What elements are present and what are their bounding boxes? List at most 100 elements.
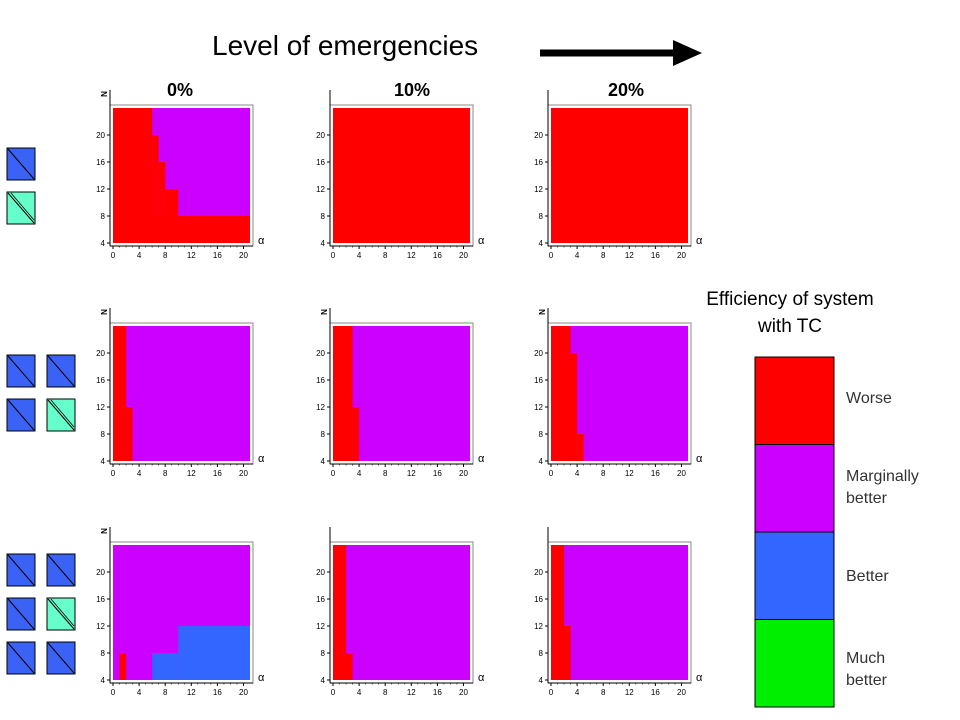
y-tick-label: 4	[101, 239, 106, 248]
agent-diagonal	[47, 554, 75, 586]
heatmap-background-1	[333, 108, 470, 243]
y-tick-label: 4	[101, 457, 106, 466]
x-axis-label: α	[478, 235, 485, 247]
x-tick-label: 4	[357, 469, 362, 478]
y-axis-label: N	[100, 91, 109, 97]
x-tick-label: 8	[163, 688, 168, 697]
x-axis-label: α	[478, 453, 485, 465]
x-tick-label: 12	[625, 688, 634, 697]
y-tick-label: 16	[316, 595, 325, 604]
x-tick-label: 0	[111, 251, 116, 260]
x-tick-label: 16	[433, 251, 442, 260]
agent-diagonal	[7, 554, 35, 586]
y-tick-label: 16	[534, 376, 543, 385]
legend-label-much-text-1: Much	[846, 650, 886, 667]
heatmap-background-3	[113, 326, 250, 461]
heatmap-region-0-2	[158, 162, 166, 216]
agent-diagonal	[7, 642, 35, 674]
x-tick-label: 4	[357, 251, 362, 260]
x-axis-label: α	[696, 235, 703, 247]
agent-diagonal-inner	[10, 192, 35, 221]
y-tick-label: 12	[96, 403, 105, 412]
heatmap-region-0-0	[113, 108, 153, 216]
heatmap-region-5-1	[570, 353, 578, 461]
arrow-right-icon	[540, 40, 702, 66]
y-tick-label: 12	[316, 185, 325, 194]
x-tick-label: 16	[651, 688, 660, 697]
x-tick-label: 12	[407, 469, 416, 478]
y-tick-label: 20	[316, 131, 325, 140]
heatmap-background-7	[333, 545, 470, 680]
legend-label-better-text: Better	[846, 568, 889, 585]
heatmap-region-4-1	[352, 407, 360, 461]
column-label-20: 20%	[607, 80, 645, 100]
legend-title-line2: with TC	[757, 316, 823, 337]
x-tick-label: 16	[213, 688, 222, 697]
x-axis-label: α	[258, 235, 265, 247]
y-tick-label: 12	[534, 622, 543, 631]
agent-diagonal	[7, 598, 35, 630]
x-tick-label: 12	[187, 251, 196, 260]
agent-diagonal	[7, 148, 35, 180]
legend-label-much-better: Much better	[846, 648, 887, 692]
heatmap-background-8	[551, 545, 688, 680]
agent-diagonal-inner	[50, 598, 75, 627]
y-tick-label: 20	[534, 349, 543, 358]
legend-label-worse-text: Worse	[846, 390, 892, 407]
y-tick-label: 16	[316, 376, 325, 385]
x-tick-label: 12	[187, 688, 196, 697]
y-axis-label: N	[100, 528, 109, 534]
y-tick-label: 20	[534, 568, 543, 577]
y-tick-label: 4	[321, 457, 326, 466]
x-tick-label: 20	[459, 469, 468, 478]
y-axis-label: N	[538, 309, 547, 315]
x-tick-label: 8	[163, 251, 168, 260]
y-tick-label: 12	[534, 185, 543, 194]
y-tick-label: 16	[96, 376, 105, 385]
y-tick-label: 8	[321, 212, 326, 221]
x-tick-label: 0	[111, 469, 116, 478]
x-tick-label: 0	[331, 251, 336, 260]
y-tick-label: 8	[101, 430, 106, 439]
legend-label-better: Better	[846, 566, 889, 588]
heatmap-region-0-3	[165, 189, 179, 216]
heatmap-region-5-2	[577, 434, 584, 461]
agent-diagonal-inner	[50, 399, 75, 428]
agent-diagonal	[7, 192, 35, 224]
x-axis-label: α	[478, 672, 485, 684]
x-tick-label: 4	[137, 251, 142, 260]
x-tick-label: 8	[601, 469, 606, 478]
y-axis-label: N	[100, 309, 109, 315]
column-label-10: 10%	[393, 80, 431, 100]
x-tick-label: 20	[677, 688, 686, 697]
agent-diagonal	[47, 598, 75, 630]
y-tick-label: 16	[96, 158, 105, 167]
agent-diagonal	[47, 399, 75, 431]
y-tick-label: 4	[101, 676, 106, 685]
x-axis-label: α	[696, 453, 703, 465]
y-tick-label: 16	[534, 595, 543, 604]
x-tick-label: 16	[213, 251, 222, 260]
y-tick-label: 20	[534, 131, 543, 140]
y-tick-label: 20	[96, 568, 105, 577]
y-tick-label: 16	[316, 158, 325, 167]
y-tick-label: 4	[321, 676, 326, 685]
y-tick-label: 8	[539, 649, 544, 658]
x-tick-label: 16	[433, 688, 442, 697]
heatmap-region-6-0	[178, 626, 250, 680]
x-tick-label: 0	[111, 688, 116, 697]
y-tick-label: 8	[101, 649, 106, 658]
x-tick-label: 4	[137, 469, 142, 478]
x-tick-label: 0	[549, 469, 554, 478]
heatmap-region-0-1	[152, 135, 159, 216]
x-tick-label: 0	[549, 251, 554, 260]
y-tick-label: 20	[316, 568, 325, 577]
x-axis-label: α	[258, 453, 265, 465]
x-tick-label: 12	[407, 251, 416, 260]
y-axis-label: N	[320, 309, 329, 315]
x-tick-label: 16	[651, 469, 660, 478]
legend-label-marginally-text-1: Marginally	[846, 468, 919, 485]
heatmap-region-7-0	[333, 545, 347, 680]
